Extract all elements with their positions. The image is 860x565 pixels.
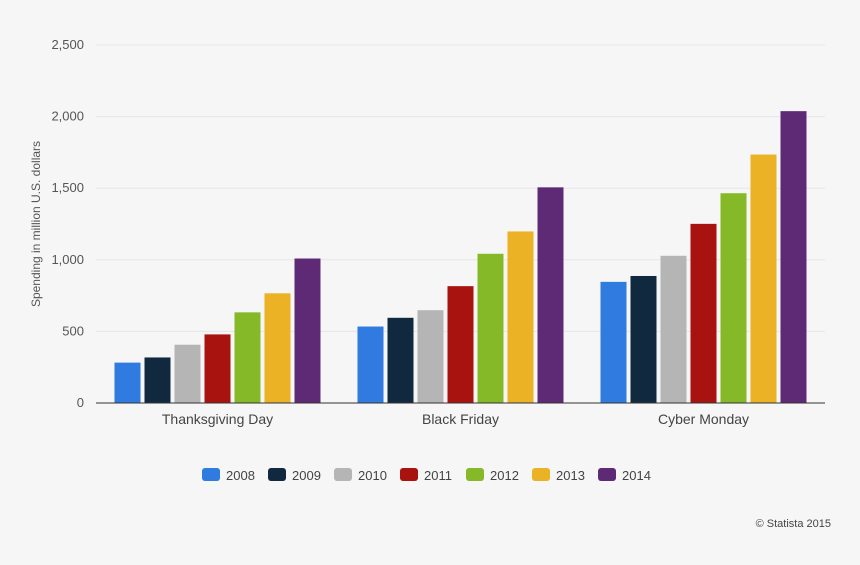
y-tick-label: 2,000 bbox=[51, 109, 84, 124]
bar-2011-thanksgiving-day bbox=[204, 334, 231, 403]
bar-2014-cyber-monday bbox=[780, 111, 807, 404]
x-category-label: Black Friday bbox=[422, 411, 499, 427]
legend-label-2011: 2011 bbox=[424, 468, 452, 483]
bar-2011-cyber-monday bbox=[690, 223, 717, 403]
y-tick-label: 1,500 bbox=[51, 180, 84, 195]
legend-label-2014: 2014 bbox=[622, 468, 651, 483]
bar-2012-thanksgiving-day bbox=[234, 312, 261, 403]
bar-2008-thanksgiving-day bbox=[114, 362, 141, 403]
legend-swatch-2011 bbox=[400, 468, 418, 481]
bar-2010-black-friday bbox=[417, 310, 444, 403]
bar-2012-cyber-monday bbox=[720, 193, 747, 403]
bar-2009-thanksgiving-day bbox=[144, 357, 171, 403]
legend-label-2010: 2010 bbox=[358, 468, 387, 483]
x-category-label: Thanksgiving Day bbox=[162, 411, 273, 427]
y-tick-label: 2,500 bbox=[51, 37, 84, 52]
x-axis-categories: Thanksgiving Day Black Friday Cyber Monday bbox=[162, 411, 749, 427]
legend-swatch-2013 bbox=[532, 468, 550, 481]
bar-2013-cyber-monday bbox=[750, 154, 777, 403]
legend-swatch-2012 bbox=[466, 468, 484, 481]
bars bbox=[114, 111, 807, 404]
legend-swatch-2010 bbox=[334, 468, 352, 481]
bar-2013-black-friday bbox=[507, 231, 534, 403]
legend-swatch-2014 bbox=[598, 468, 616, 481]
bar-2010-thanksgiving-day bbox=[174, 344, 201, 403]
legend-label-2008: 2008 bbox=[226, 468, 255, 483]
y-tick-label: 0 bbox=[77, 395, 84, 410]
legend-label-2013: 2013 bbox=[556, 468, 585, 483]
bar-2014-thanksgiving-day bbox=[294, 258, 321, 403]
legend-swatch-2008 bbox=[202, 468, 220, 481]
legend-label-2009: 2009 bbox=[292, 468, 321, 483]
y-axis-ticks: 0 500 1,000 1,500 2,000 2,500 bbox=[51, 37, 84, 410]
credit-text: © Statista 2015 bbox=[756, 518, 831, 530]
bar-2012-black-friday bbox=[477, 253, 504, 403]
bar-2014-black-friday bbox=[537, 187, 564, 403]
bar-2011-black-friday bbox=[447, 286, 474, 403]
bar-2009-cyber-monday bbox=[630, 275, 657, 403]
bar-2013-thanksgiving-day bbox=[264, 293, 291, 403]
y-tick-label: 1,000 bbox=[51, 252, 84, 267]
legend-label-2012: 2012 bbox=[490, 468, 519, 483]
y-axis-title: Spending in million U.S. dollars bbox=[29, 141, 43, 307]
y-tick-label: 500 bbox=[62, 323, 84, 338]
bar-2008-black-friday bbox=[357, 326, 384, 403]
x-category-label: Cyber Monday bbox=[658, 411, 749, 427]
bar-2009-black-friday bbox=[387, 317, 414, 403]
legend-swatch-2009 bbox=[268, 468, 286, 481]
legend: 2008 2009 2010 2011 2012 2013 2014 bbox=[202, 468, 651, 483]
bar-2008-cyber-monday bbox=[600, 281, 627, 403]
bar-2010-cyber-monday bbox=[660, 255, 687, 403]
